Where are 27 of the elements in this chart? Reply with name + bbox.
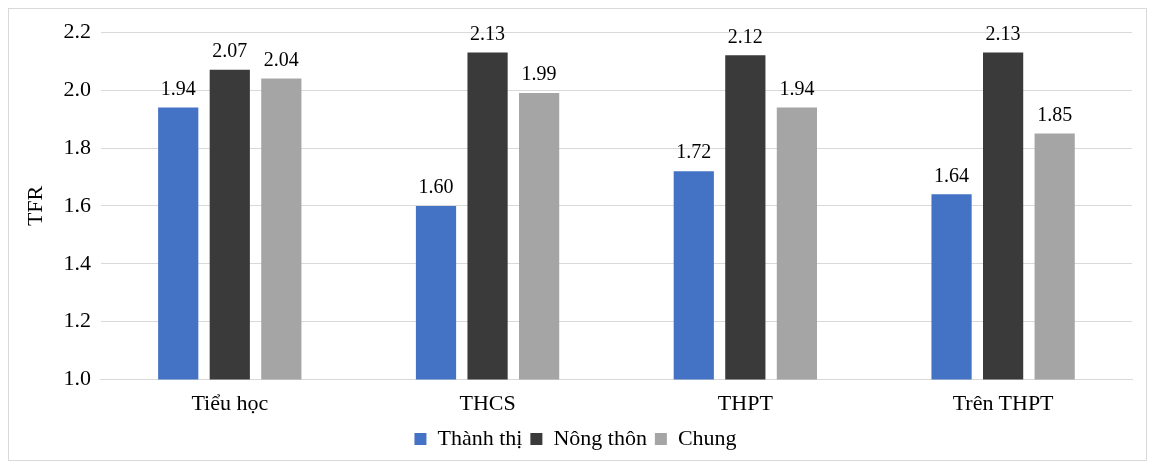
data-label: 1.99 [521,62,557,85]
y-tick-label: 1.0 [63,365,91,391]
data-label: 1.72 [676,140,712,163]
y-tick-label: 2.2 [63,17,91,43]
data-label: 1.94 [160,76,196,99]
y-axis-title: TFR [21,185,47,227]
data-label: 2.04 [263,47,299,70]
data-label: 1.64 [934,163,970,186]
data-label: 2.13 [985,21,1021,44]
data-label: 1.94 [779,76,815,99]
data-label: 2.07 [212,39,248,62]
legend-label: Thành thị [437,424,523,450]
data-label: 2.13 [470,21,506,44]
y-tick-label: 1.6 [63,191,91,217]
y-tick-label: 1.2 [63,307,91,333]
legend-label: Chung [677,424,737,450]
data-label: 2.12 [727,24,763,47]
x-tick-label: Trên THPT [952,389,1055,415]
x-tick-label: THPT [717,389,774,415]
legend-label: Nông thôn [553,424,647,450]
x-tick-label: Tiểu học [191,389,269,415]
y-tick-label: 1.8 [63,133,91,159]
data-label: 1.85 [1037,102,1073,125]
data-label: 1.60 [418,175,454,198]
x-tick-label: THCS [459,389,516,415]
y-tick-label: 1.4 [63,249,91,275]
y-tick-label: 2.0 [63,75,91,101]
